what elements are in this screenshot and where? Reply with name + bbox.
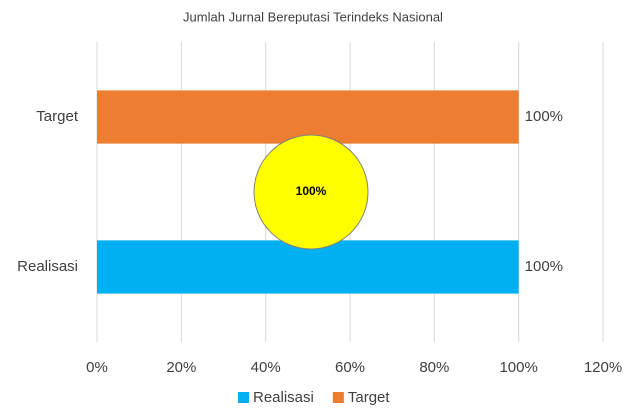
legend-swatch xyxy=(238,392,249,403)
chart-title: Jumlah Jurnal Bereputasi Terindeks Nasio… xyxy=(183,9,443,24)
x-tick-label: 100% xyxy=(499,359,537,376)
x-tick-label: 80% xyxy=(419,359,449,376)
data-label: 100% xyxy=(525,258,563,275)
x-tick-label: 120% xyxy=(584,359,622,376)
legend-label: Realisasi xyxy=(253,389,314,406)
x-tick-label: 0% xyxy=(86,359,108,376)
legend-swatch xyxy=(332,392,344,403)
legend-label: Target xyxy=(348,389,391,406)
annotation-text: 100% xyxy=(296,184,327,198)
annotation-circle xyxy=(253,134,369,250)
y-tick-label: Realisasi xyxy=(17,258,78,275)
y-tick-label: Target xyxy=(36,108,79,125)
data-label: 100% xyxy=(525,108,563,125)
x-tick-label: 40% xyxy=(251,359,281,376)
x-tick-label: 20% xyxy=(166,359,196,376)
x-tick-label: 60% xyxy=(335,359,365,376)
